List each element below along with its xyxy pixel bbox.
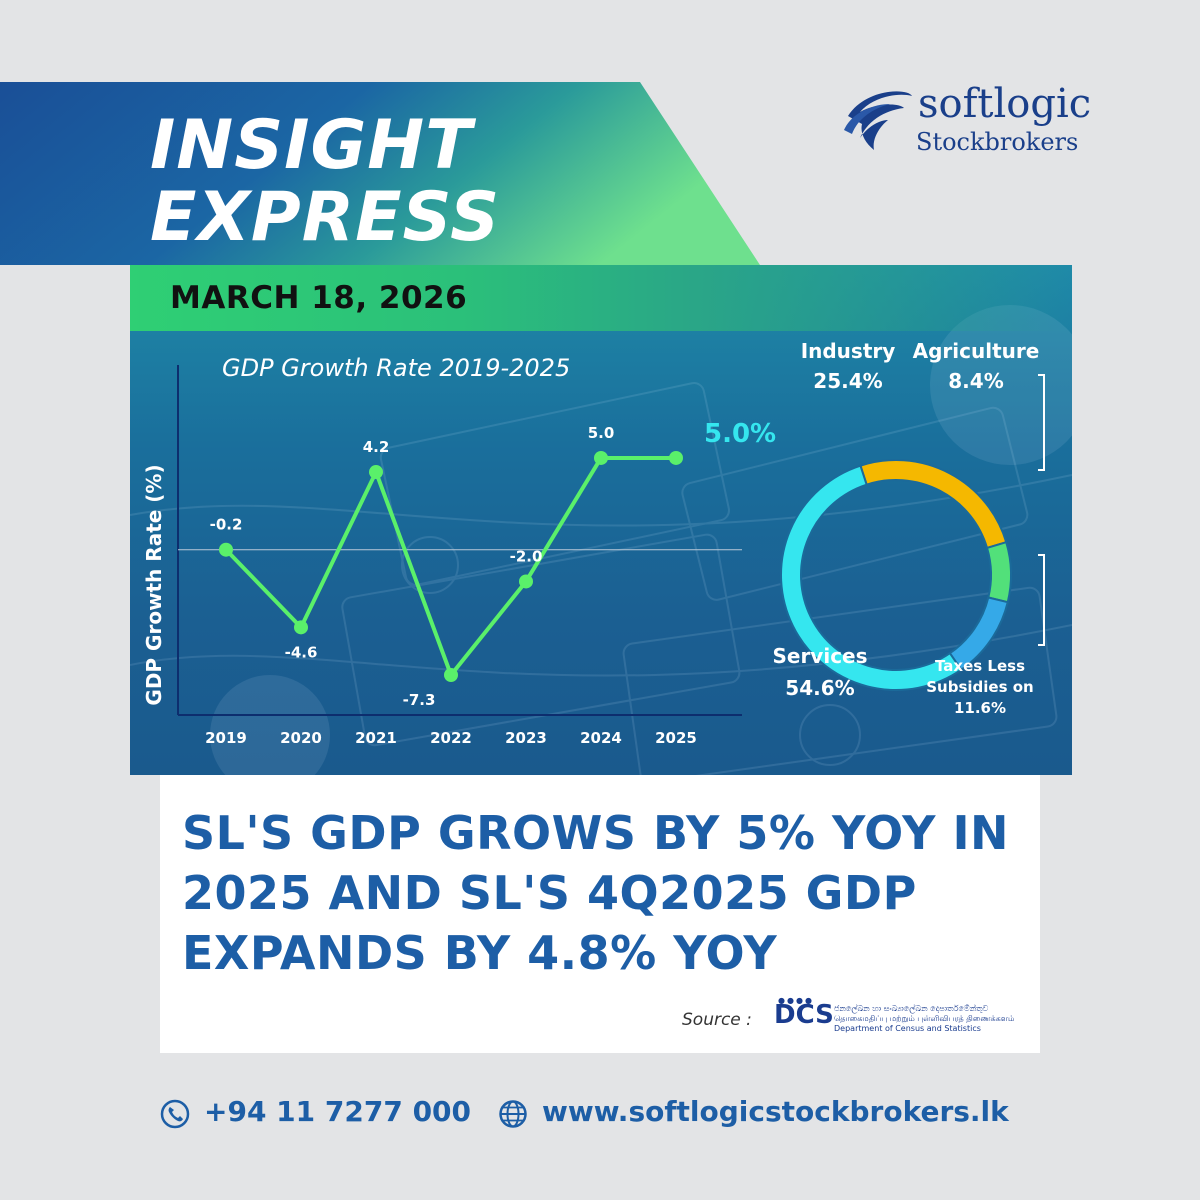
- dcs-org-sinhala: ජනලේඛන හා සංඛ්‍යාලේඛන දෙපාර්තමේන්තුව: [834, 1004, 989, 1013]
- y-axis-label: GDP Growth Rate (%): [142, 464, 166, 705]
- x-tick-label: 2020: [280, 729, 322, 747]
- title-express: EXPRESS: [150, 178, 501, 257]
- logo-sub: Stockbrokers: [916, 128, 1079, 156]
- phone-number[interactable]: +94 11 7277 000: [204, 1095, 472, 1128]
- data-point: [369, 465, 383, 480]
- headline-box: SL'S GDP GROWS BY 5% YOY IN 2025 AND SL'…: [160, 775, 1040, 1053]
- banner-background: [0, 82, 760, 265]
- x-tick-label: 2019: [205, 729, 247, 747]
- dcs-logo: DCS: [774, 1000, 834, 1030]
- bracket-taxes: [1038, 554, 1045, 646]
- chart-panel: MARCH 18, 2026 GDP Growth Rate 2019-2025…: [130, 265, 1072, 775]
- slice-name-label: Services: [772, 644, 867, 668]
- data-label: -0.2: [210, 516, 243, 534]
- softlogic-logo[interactable]: softlogic Stockbrokers: [838, 82, 1108, 162]
- source-label: Source :: [682, 1010, 752, 1030]
- x-tick-label: 2024: [580, 729, 622, 747]
- dcs-org-name: ජනලේඛන හා සංඛ්‍යාලේඛන දෙපාර්තමේන්තුව தொக…: [834, 1004, 1034, 1034]
- dcs-dots-icon: ●●●●: [778, 996, 814, 1005]
- data-point: [594, 450, 608, 465]
- slice-value-label: 8.4%: [948, 369, 1003, 393]
- donut-slice: [859, 459, 1008, 550]
- data-point: [519, 574, 533, 589]
- x-tick-label: 2022: [430, 729, 472, 747]
- data-label: -7.3: [403, 691, 436, 709]
- donut-slice: [985, 540, 1012, 604]
- slice-value-label: 25.4%: [813, 369, 882, 393]
- source: Source : ●●●● DCS ජනලේඛන හා සංඛ්‍යාලේඛන …: [682, 996, 1034, 1040]
- logo-brand: softlogic: [918, 81, 1092, 127]
- date-strip: [130, 265, 1072, 331]
- slice-value-label: 11.6%: [954, 699, 1006, 717]
- data-point: [444, 668, 458, 682]
- data-point: [219, 542, 233, 557]
- x-tick-label: 2025: [655, 729, 697, 747]
- bracket-agriculture: [1038, 374, 1045, 471]
- slice-name-label: Taxes Less: [935, 657, 1025, 675]
- line-chart-title: GDP Growth Rate 2019-2025: [222, 354, 570, 382]
- donut-slice: [780, 464, 963, 691]
- footer: +94 11 7277 000 www.softlogicstockbroker…: [160, 1095, 1060, 1135]
- website-link[interactable]: www.softlogicstockbrokers.lk: [542, 1095, 1009, 1128]
- x-tick-label: 2021: [355, 729, 397, 747]
- dcs-org-english: Department of Census and Statistics: [834, 1024, 981, 1033]
- globe-icon: [499, 1100, 527, 1128]
- headline: SL'S GDP GROWS BY 5% YOY IN 2025 AND SL'…: [182, 806, 1010, 980]
- phone-icon: [160, 1099, 190, 1129]
- data-label: -4.6: [285, 643, 318, 661]
- slice-name-label: Industry: [801, 339, 896, 363]
- data-point: [294, 620, 308, 635]
- slice-name-label-cont: Subsidies on: [926, 678, 1033, 696]
- slice-value-label: 54.6%: [785, 676, 854, 700]
- charts: GDP Growth Rate 2019-2025 GDP Growth Rat…: [142, 339, 1045, 747]
- x-tick-label: 2023: [505, 729, 547, 747]
- data-point: [669, 450, 683, 465]
- data-label: 5.0: [588, 424, 615, 442]
- data-label: 4.2: [363, 438, 390, 456]
- callout-label: 5.0%: [704, 419, 776, 449]
- banknote-background: [130, 305, 1072, 775]
- dcs-org-tamil: தொகைமதிப்பு மற்றும் புள்ளிவிபரத் திணைக்க…: [834, 1014, 1015, 1023]
- date-label: MARCH 18, 2026: [170, 280, 468, 316]
- swoosh-icon: [844, 91, 912, 150]
- data-label: -2.0: [510, 547, 543, 565]
- title-insight: INSIGHT: [150, 106, 473, 185]
- slice-name-label: Agriculture: [913, 339, 1040, 363]
